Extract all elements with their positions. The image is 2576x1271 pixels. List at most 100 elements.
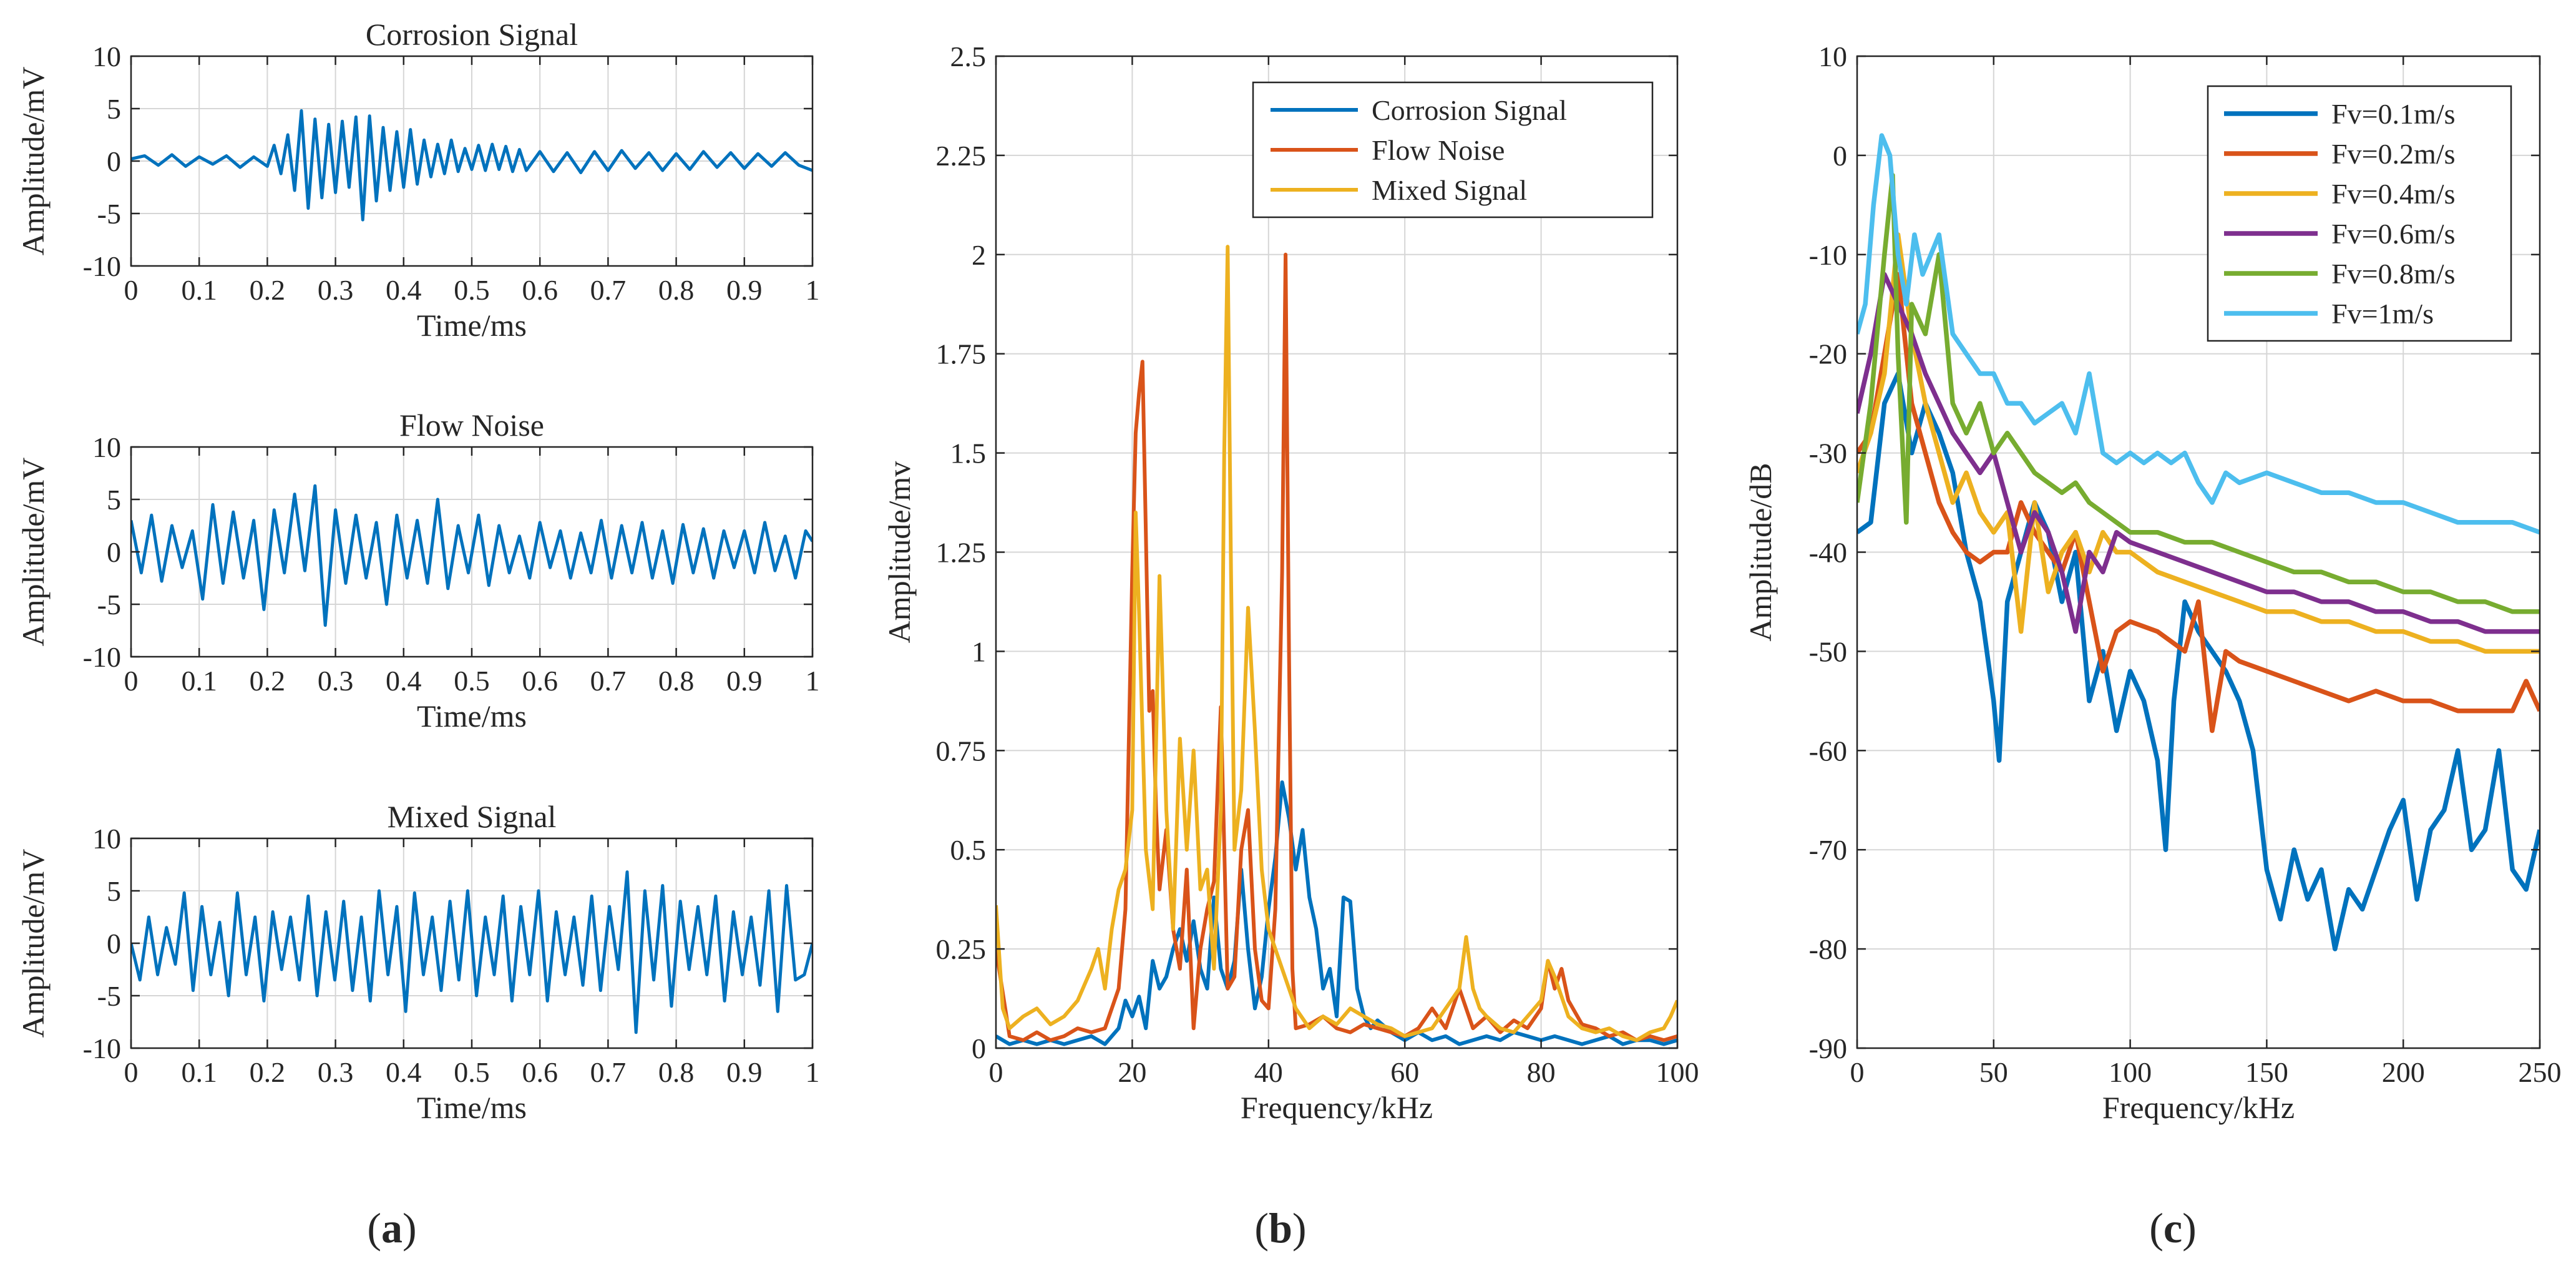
- x-tick-label: 0.6: [522, 1056, 558, 1088]
- x-tick-label: 0.2: [250, 1056, 286, 1088]
- y-tick-label: -5: [97, 589, 121, 621]
- y-axis-label: Amplitude/mV: [16, 458, 51, 647]
- y-tick-label: 10: [92, 41, 121, 72]
- x-tick-label: 1: [806, 665, 820, 697]
- legend-label: Flow Noise: [1372, 134, 1505, 166]
- x-tick-label: 0.6: [522, 665, 558, 697]
- x-axis-label: Frequency/kHz: [1241, 1090, 1433, 1125]
- panel-label-a: (a): [367, 1204, 416, 1252]
- x-tick-label: 250: [2519, 1056, 2562, 1088]
- y-tick-label: 0: [972, 1033, 986, 1064]
- x-tick-label: 0.5: [454, 274, 490, 306]
- x-tick-label: 0.6: [522, 274, 558, 306]
- legend-label: Fv=0.4m/s: [2331, 178, 2456, 210]
- y-tick-label: 10: [1818, 41, 1847, 72]
- series-line-fv-0-2m-s: [1857, 272, 2540, 734]
- y-tick-label: 0: [107, 928, 121, 959]
- x-axis-label: Time/ms: [417, 1090, 527, 1125]
- x-tick-label: 0: [1850, 1056, 1865, 1088]
- y-tick-label: -80: [1809, 933, 1847, 965]
- legend: Corrosion Signal Flow Noise Mixed Signal: [1252, 81, 1654, 218]
- y-tick-label: -20: [1809, 338, 1847, 370]
- y-tick-label: -5: [97, 198, 121, 230]
- x-tick-label: 80: [1527, 1056, 1556, 1088]
- y-tick-label: -10: [83, 250, 121, 282]
- legend-label: Fv=1m/s: [2331, 298, 2434, 330]
- y-tick-label: 1.75: [936, 338, 987, 370]
- panel-label-b: (b): [1254, 1204, 1306, 1252]
- y-tick-label: 10: [92, 431, 121, 463]
- x-tick-label: 20: [1118, 1056, 1146, 1088]
- legend-label: Fv=0.1m/s: [2331, 98, 2456, 130]
- y-tick-label: -5: [97, 980, 121, 1012]
- series-line-fv-0-8m-s: [1857, 172, 2540, 614]
- legend-box: [2207, 85, 2512, 342]
- y-tick-label: -10: [83, 1033, 121, 1064]
- x-tick-label: 0.5: [454, 1056, 490, 1088]
- series-line-fv-0-4m-s: [1857, 232, 2540, 654]
- chart-flow-velocity-spectrum: 0 50 100 150 200 250-90-80-70-60-50-40-30-20-…: [1743, 41, 2562, 1125]
- y-tick-label: 1.25: [936, 537, 987, 569]
- x-tick-label: 0.7: [590, 274, 627, 306]
- y-tick-label: 1: [972, 636, 986, 667]
- x-tick-label: 0.4: [386, 274, 422, 306]
- x-tick-label: 0.1: [181, 1056, 217, 1088]
- x-tick-label: 0.4: [386, 1056, 422, 1088]
- y-tick-label: -10: [83, 641, 121, 673]
- legend: Fv=0.1m/s Fv=0.2m/s Fv=0.4m/s Fv=0.6m/s Fv=0…: [2207, 85, 2512, 342]
- x-tick-label: 0.5: [454, 665, 490, 697]
- y-tick-label: -50: [1809, 636, 1847, 667]
- y-tick-label: 10: [92, 823, 121, 855]
- y-axis-label: Amplitude/mV: [16, 67, 51, 256]
- series-line-fv-1m-s: [1857, 133, 2540, 535]
- y-axis-label: Amplitude/mV: [16, 849, 51, 1038]
- chart-corrosion-signal-time: 0 0.1 0.2 0.3 0.4 0.5 0.6 0.7 0.8 0.9 1 -10 -5 0 5 10 Co…: [16, 17, 820, 343]
- x-tick-label: 0.7: [590, 1056, 627, 1088]
- series-line-mixed-signal: [996, 245, 1677, 1043]
- y-tick-label: 0: [1833, 140, 1847, 172]
- x-tick-label: 0.2: [250, 274, 286, 306]
- y-axis-label: Amplitude/mv: [882, 461, 917, 644]
- x-tick-label: 60: [1390, 1056, 1419, 1088]
- x-tick-label: 0.9: [726, 665, 763, 697]
- x-tick-label: 0.4: [386, 665, 422, 697]
- y-tick-label: 5: [107, 93, 121, 125]
- panel-label-c: (c): [2149, 1204, 2197, 1252]
- chart-mixed-signal-time: 0 0.1 0.2 0.3 0.4 0.5 0.6 0.7 0.8 0.9 1 -10 -5 0 5 10 Mi…: [16, 799, 820, 1125]
- x-tick-label: 0.8: [658, 1056, 695, 1088]
- y-tick-label: 5: [107, 484, 121, 516]
- legend-label: Fv=0.2m/s: [2331, 138, 2456, 170]
- x-tick-label: 0: [124, 665, 139, 697]
- x-tick-label: 0.1: [181, 665, 217, 697]
- y-tick-label: 0.75: [936, 735, 987, 767]
- chart-title: Flow Noise: [399, 408, 544, 443]
- y-tick-label: -10: [1809, 239, 1847, 271]
- x-axis-label: Frequency/kHz: [2102, 1090, 2295, 1125]
- x-tick-label: 0.3: [318, 274, 354, 306]
- x-tick-label: 150: [2245, 1056, 2288, 1088]
- x-tick-label: 0.1: [181, 274, 217, 306]
- series-line-fv-0-6m-s: [1857, 272, 2540, 634]
- y-axis-label: Amplitude/dB: [1743, 463, 1778, 641]
- y-tick-label: -40: [1809, 537, 1847, 569]
- y-tick-label: 2: [972, 239, 986, 271]
- x-tick-label: 0.3: [318, 1056, 354, 1088]
- x-tick-label: 100: [2109, 1056, 2152, 1088]
- series-line-flow-noise: [131, 484, 812, 627]
- x-tick-label: 0: [124, 1056, 139, 1088]
- y-tick-label: -60: [1809, 735, 1847, 767]
- legend-label: Fv=0.8m/s: [2331, 258, 2456, 290]
- x-tick-label: 0.7: [590, 665, 627, 697]
- legend-label: Mixed Signal: [1372, 174, 1527, 206]
- x-tick-label: 50: [1979, 1056, 2008, 1088]
- x-tick-label: 200: [2382, 1056, 2425, 1088]
- y-tick-label: -90: [1809, 1033, 1847, 1064]
- x-tick-label: 0.8: [658, 274, 695, 306]
- y-tick-label: -30: [1809, 438, 1847, 469]
- x-tick-label: 0: [989, 1056, 1003, 1088]
- x-tick-label: 1: [806, 1056, 820, 1088]
- series-line-corrosion-signal: [131, 109, 812, 222]
- x-tick-label: 0: [124, 274, 139, 306]
- legend-label: Corrosion Signal: [1372, 94, 1567, 126]
